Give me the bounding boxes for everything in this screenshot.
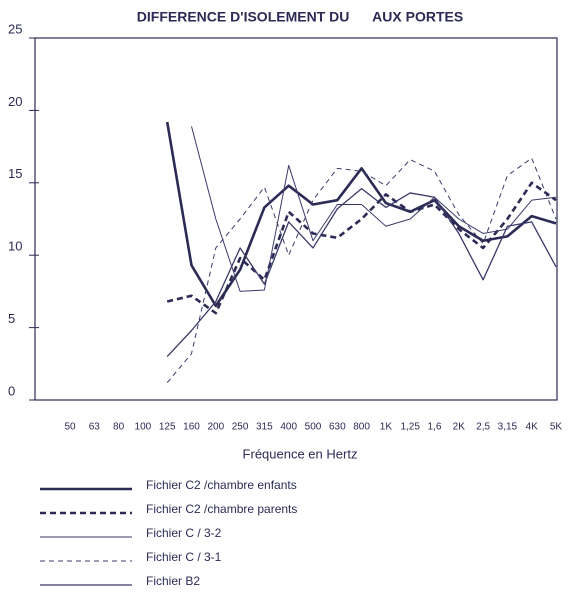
x-tick-label: 80 xyxy=(113,422,125,433)
x-tick-label: 315 xyxy=(256,422,273,433)
x-tick-label: 3,15 xyxy=(498,422,518,433)
x-tick-label: 1K xyxy=(380,422,393,433)
series-line xyxy=(191,126,557,292)
x-tick-label: 160 xyxy=(183,422,200,433)
y-tick-label: 20 xyxy=(8,94,22,109)
x-tick-label: 4K xyxy=(526,422,539,433)
x-tick-label: 1,25 xyxy=(400,422,420,433)
plot-frame xyxy=(34,37,558,401)
y-tick-label: 5 xyxy=(8,311,15,326)
legend-label: Fichier C2 /chambre parents xyxy=(146,502,297,516)
legend-label: Fichier B2 xyxy=(146,574,200,588)
x-tick-label: 400 xyxy=(280,422,297,433)
x-tick-label: 2,5 xyxy=(476,422,490,433)
x-tick-label: 500 xyxy=(305,422,322,433)
x-tick-label: 125 xyxy=(159,422,176,433)
x-tick-label: 100 xyxy=(135,422,152,433)
y-tick-label: 25 xyxy=(8,21,22,36)
series-line xyxy=(166,157,557,383)
y-tick-label: 0 xyxy=(8,383,15,398)
x-tick-label: 2K xyxy=(453,422,466,433)
x-axis-label: Fréquence en Hertz xyxy=(243,446,358,461)
series-line xyxy=(166,187,557,358)
x-tick-label: 800 xyxy=(353,422,370,433)
x-tick-label: 630 xyxy=(329,422,346,433)
x-tick-label: 50 xyxy=(64,422,76,433)
y-tick-label: 15 xyxy=(8,166,22,181)
x-tick-label: 63 xyxy=(89,422,101,433)
chart-title: DIFFERENCE D'ISOLEMENT DU AUX PORTES xyxy=(137,9,463,25)
x-tick-label: 1,6 xyxy=(428,422,442,433)
x-tick-label: 250 xyxy=(232,422,249,433)
series-line xyxy=(166,181,557,315)
legend-label: Fichier C2 /chambre enfants xyxy=(146,478,297,492)
series-line xyxy=(165,121,557,308)
legend-label: Fichier C / 3-2 xyxy=(146,526,222,540)
x-tick-label: 200 xyxy=(207,422,224,433)
x-tick-label: 5K xyxy=(550,422,563,433)
y-tick-label: 10 xyxy=(8,239,22,254)
legend-label: Fichier C / 3-1 xyxy=(146,550,222,564)
